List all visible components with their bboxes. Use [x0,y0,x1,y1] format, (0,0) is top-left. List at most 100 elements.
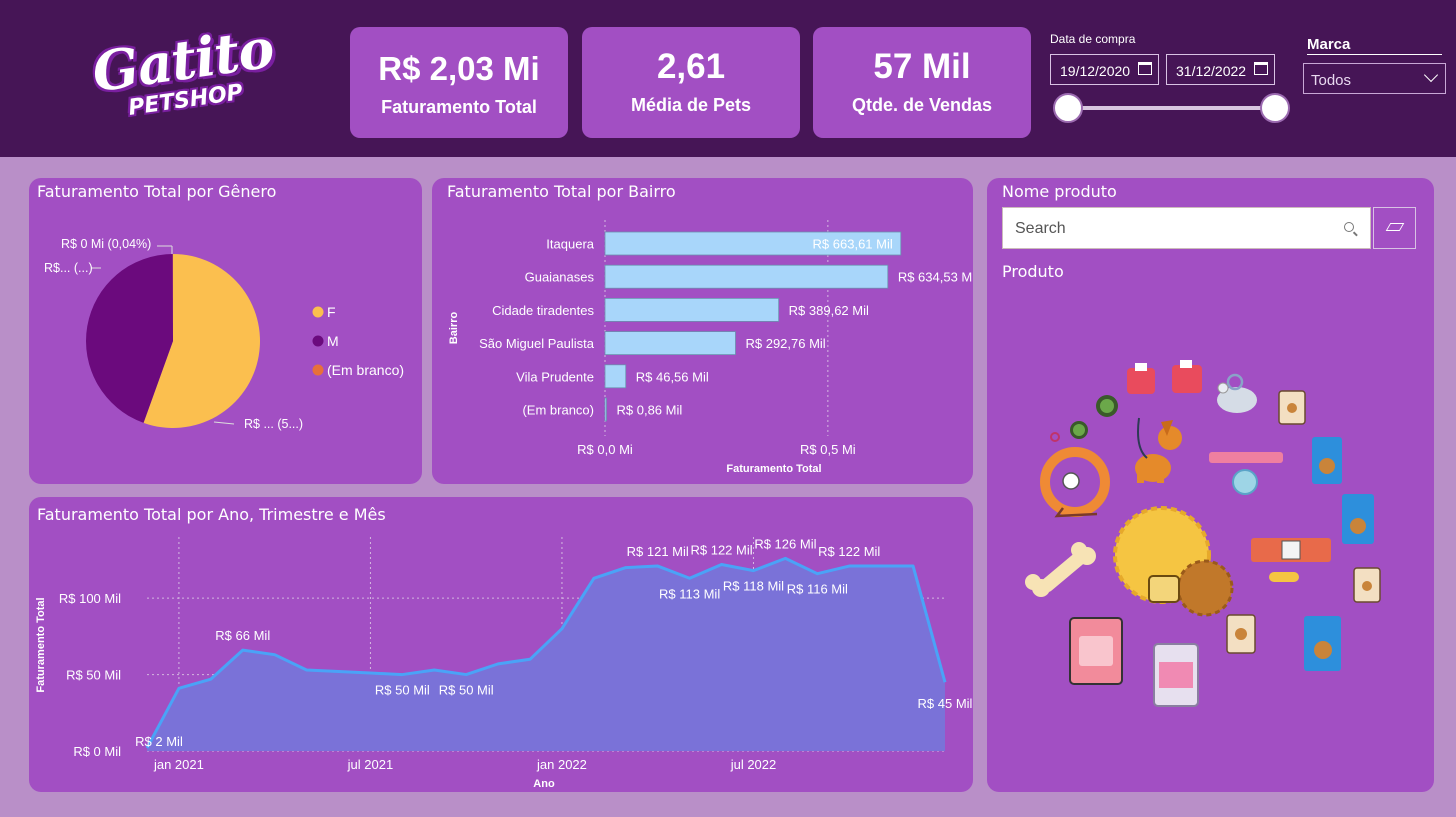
y-tick-label: R$ 50 Mil [66,668,121,683]
end-date-input[interactable]: 31/12/2022 [1166,54,1275,85]
calendar-icon[interactable] [1138,62,1152,75]
data-point[interactable] [336,669,342,675]
data-point[interactable] [910,563,916,569]
y-axis-title: Bairro [448,312,460,345]
data-point[interactable] [208,676,214,682]
bar-data-label: R$ 292,76 Mil [745,336,825,351]
kpi-card-media-pets: 2,61 Média de Pets [582,27,800,138]
bar-category-label: São Miguel Paulista [479,336,595,351]
data-label: R$ 126 Mil [754,536,816,551]
data-label: R$ 118 Mil [723,579,784,594]
clear-selection-button[interactable] [1373,207,1416,249]
marca-label: Marca [1307,36,1442,55]
kpi-label: Faturamento Total [381,97,537,117]
data-point[interactable] [399,672,405,678]
x-axis-title: Ano [533,778,555,790]
data-point[interactable] [367,670,373,676]
cat-food-bag-icon[interactable] [1226,390,1381,654]
date-slider-end-handle[interactable] [1260,93,1290,123]
bird-cage-icon[interactable] [1050,395,1118,442]
data-point[interactable] [304,667,310,673]
data-point[interactable] [559,626,565,632]
bar-data-label: R$ 389,62 Mil [789,303,869,318]
data-label: R$ 113 Mil [659,586,720,601]
data-point[interactable] [431,667,437,673]
date-range-slider-track[interactable] [1068,106,1275,110]
product-panel-card: Nome produto Search Produto [987,178,1434,792]
y-tick-label: R$ 0 Mil [73,744,121,759]
pet-tag-collar-icon[interactable] [1209,452,1331,582]
date-filter-label: Data de compra [1050,32,1136,46]
marca-dropdown[interactable]: Todos [1303,63,1446,94]
data-point[interactable] [591,575,597,581]
mouse-toy-icon[interactable] [1217,373,1257,413]
treat-bag-icon[interactable] [1069,617,1199,707]
data-point[interactable] [942,679,948,685]
legend-label-f[interactable]: F [327,304,336,320]
start-date-input[interactable]: 19/12/2020 [1050,54,1159,85]
data-point[interactable] [240,647,246,653]
spiked-ball-toy-icon[interactable] [1113,506,1234,617]
data-point[interactable] [463,672,469,678]
data-point[interactable] [814,571,820,577]
dog-coat-icon[interactable] [1127,360,1202,394]
data-point[interactable] [846,563,852,569]
x-axis-title: Faturamento Total [726,463,821,475]
chart-title: Faturamento Total por Bairro [447,182,676,201]
area-fill [147,558,945,751]
bar-s-o-miguel-paulista[interactable] [604,331,736,356]
area-line [145,556,947,749]
date-slider-start-handle[interactable] [1053,93,1083,123]
y-axis-title: Faturamento Total [35,597,47,692]
x-tick-label: R$ 0,0 Mi [577,442,633,457]
dog-figure-icon[interactable] [1135,417,1182,483]
bar-cidade-tiradentes[interactable] [604,298,780,322]
pie-slice-f[interactable] [143,254,261,428]
collar-icon[interactable] [1040,447,1110,518]
data-label: R$ 122 Mil [690,543,752,558]
calendar-icon[interactable] [1254,62,1268,75]
data-point[interactable] [878,563,884,569]
data-point[interactable] [527,656,533,662]
legend-label-m[interactable]: M [327,333,339,349]
kpi-card-faturamento: R$ 2,03 Mi Faturamento Total [350,27,568,138]
product-search-input[interactable]: Search [1002,207,1371,249]
data-point[interactable] [750,568,756,574]
bone-toy-icon[interactable] [1025,542,1096,597]
kpi-card-qtde-vendas: 57 Mil Qtde. de Vendas [813,27,1031,138]
data-point[interactable] [623,565,629,571]
data-point[interactable] [272,652,278,658]
bar-vila-prudente[interactable] [604,364,627,389]
bar-data-label: R$ 663,61 Mil [813,237,893,252]
data-point[interactable] [495,661,501,667]
data-label: R$ 2 Mil [135,734,183,749]
x-tick-label: jan 2022 [536,757,587,772]
x-tick-label: jul 2021 [347,757,394,772]
bar-data-label: R$ 634,53 Mil [898,270,973,285]
bairro-chart-card: Faturamento Total por Bairro R$ 0,0 Mi R$… [432,178,973,484]
y-tick-label: R$ 100 Mil [59,591,121,606]
legend-label-blank[interactable]: (Em branco) [327,362,404,378]
bar-guaianases[interactable] [604,264,889,289]
data-point[interactable] [782,555,788,561]
dog-food-bag-blue-icon[interactable] [1304,437,1374,671]
x-tick-label: jan 2021 [153,757,204,772]
bar--em-branco-[interactable] [604,397,607,422]
produto-label: Produto [1002,262,1064,281]
data-point[interactable] [719,562,725,568]
data-label: R$ 50 Mil [375,683,430,698]
data-point[interactable] [687,575,693,581]
pie-slice-m[interactable] [85,254,173,423]
data-point[interactable] [176,685,182,691]
chevron-down-icon[interactable] [1423,67,1439,83]
end-date-value: 31/12/2022 [1176,63,1247,79]
x-tick-label: R$ 0,5 Mi [800,442,856,457]
data-point[interactable] [655,563,661,569]
bar-category-label: Itaquera [546,237,594,252]
search-icon[interactable] [1344,222,1354,232]
bar-itaquera[interactable] [604,231,902,256]
data-label: R$ 121 Mil [627,544,689,559]
time-chart-card: Faturamento Total por Ano, Trimestre e M… [29,497,973,792]
marca-selected-value: Todos [1311,72,1352,89]
legend-marker-f [312,306,324,318]
